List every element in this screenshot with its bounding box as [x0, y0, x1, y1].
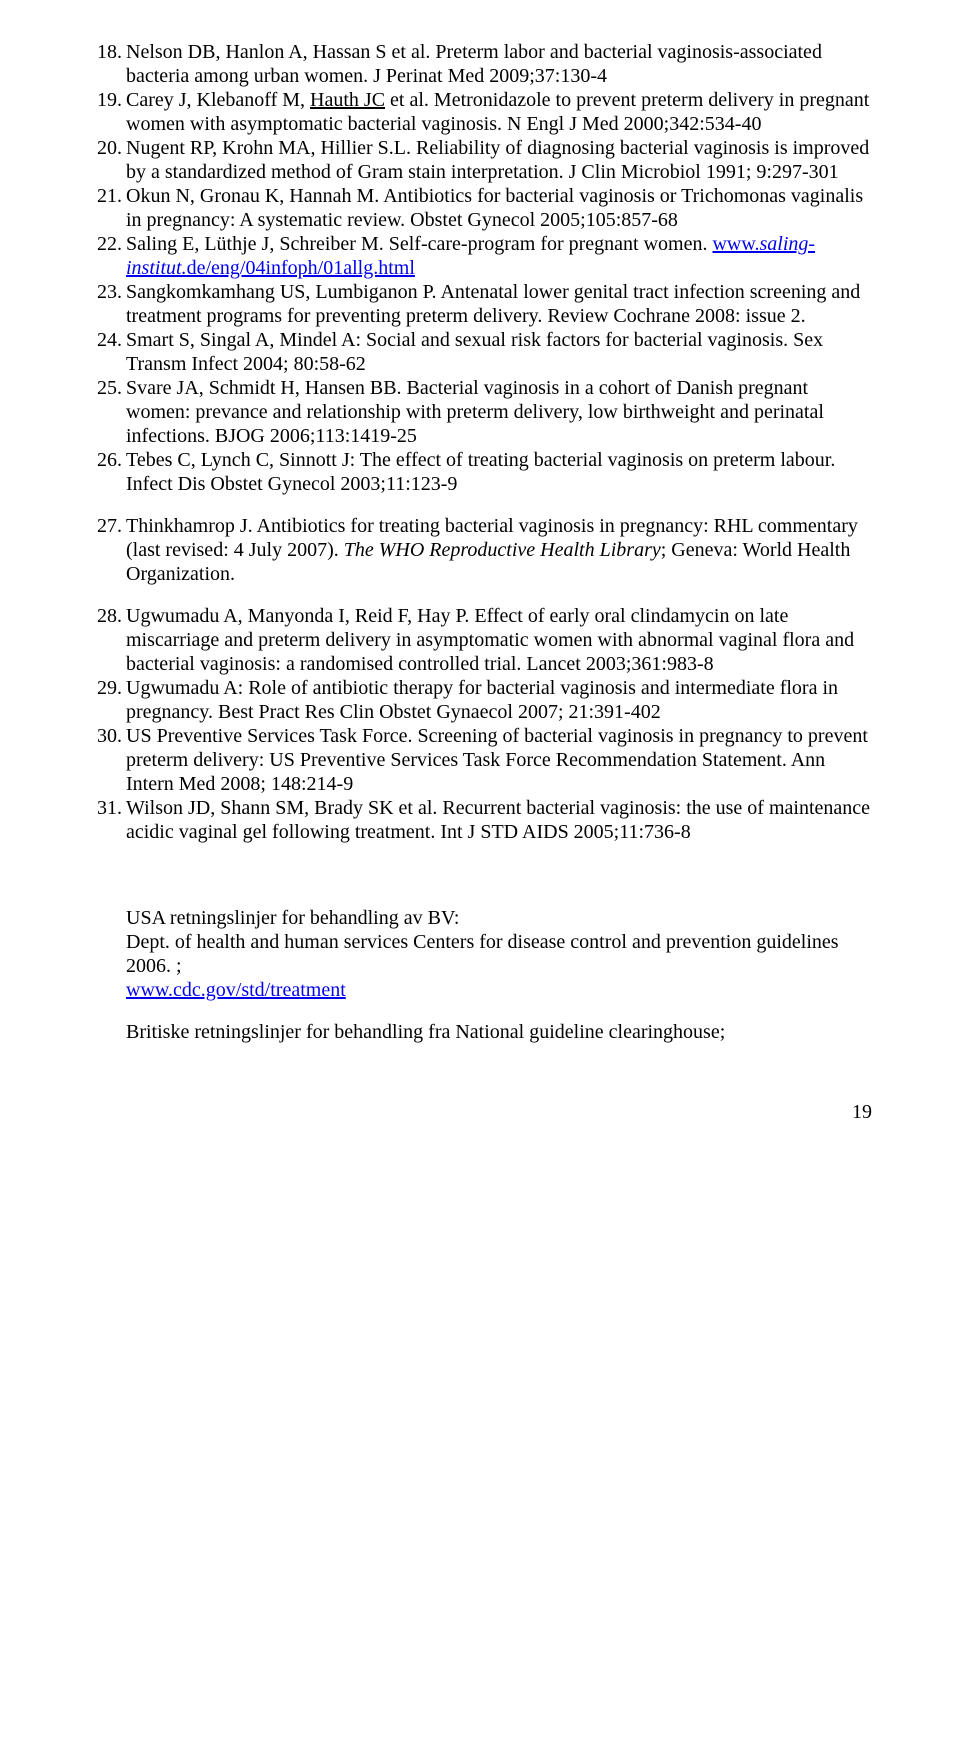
reference-item: 20. Nugent RP, Krohn MA, Hillier S.L. Re… — [88, 136, 872, 184]
reference-number: 29. — [88, 676, 126, 700]
reference-item: 19. Carey J, Klebanoff M, Hauth JC et al… — [88, 88, 872, 136]
reference-number: 28. — [88, 604, 126, 628]
cdc-link[interactable]: www.cdc.gov/std/treatment — [126, 979, 346, 1001]
reference-text: Smart S, Singal A, Mindel A: Social and … — [126, 328, 872, 376]
reference-text: Sangkomkamhang US, Lumbiganon P. Antenat… — [126, 280, 872, 328]
page-number: 19 — [88, 1100, 872, 1124]
reference-item: 31. Wilson JD, Shann SM, Brady SK et al.… — [88, 796, 872, 844]
reference-item: 26. Tebes C, Lynch C, Sinnott J: The eff… — [88, 448, 872, 496]
reference-number: 30. — [88, 724, 126, 748]
reference-text: Svare JA, Schmidt H, Hansen BB. Bacteria… — [126, 376, 872, 448]
reference-number: 23. — [88, 280, 126, 304]
reference-item: 27. Thinkhamrop J. Antibiotics for treat… — [88, 514, 872, 586]
reference-item: 28. Ugwumadu A, Manyonda I, Reid F, Hay … — [88, 604, 872, 676]
british-guidelines-text: Britiske retningslinjer for behandling f… — [126, 1020, 872, 1044]
reference-item: 30. US Preventive Services Task Force. S… — [88, 724, 872, 796]
reference-text: Nugent RP, Krohn MA, Hillier S.L. Reliab… — [126, 136, 872, 184]
reference-text: Ugwumadu A: Role of antibiotic therapy f… — [126, 676, 872, 724]
reference-text: Ugwumadu A, Manyonda I, Reid F, Hay P. E… — [126, 604, 872, 676]
reference-number: 25. — [88, 376, 126, 400]
guidelines-section: USA retningslinjer for behandling av BV:… — [126, 906, 872, 1044]
reference-item: 29. Ugwumadu A: Role of antibiotic thera… — [88, 676, 872, 724]
reference-item: 25. Svare JA, Schmidt H, Hansen BB. Bact… — [88, 376, 872, 448]
usa-guidelines-title: USA retningslinjer for behandling av BV: — [126, 906, 872, 930]
reference-number: 20. — [88, 136, 126, 160]
reference-number: 31. — [88, 796, 126, 820]
reference-number: 19. — [88, 88, 126, 112]
reference-text: Wilson JD, Shann SM, Brady SK et al. Rec… — [126, 796, 872, 844]
reference-text: Saling E, Lüthje J, Schreiber M. Self-ca… — [126, 232, 872, 280]
reference-item: 18. Nelson DB, Hanlon A, Hassan S et al.… — [88, 40, 872, 88]
reference-number: 27. — [88, 514, 126, 538]
reference-text: Carey J, Klebanoff M, Hauth JC et al. Me… — [126, 88, 872, 136]
reference-text: US Preventive Services Task Force. Scree… — [126, 724, 872, 796]
reference-number: 26. — [88, 448, 126, 472]
reference-item: 24. Smart S, Singal A, Mindel A: Social … — [88, 328, 872, 376]
reference-number: 24. — [88, 328, 126, 352]
reference-number: 18. — [88, 40, 126, 64]
reference-text: Okun N, Gronau K, Hannah M. Antibiotics … — [126, 184, 872, 232]
reference-text: Thinkhamrop J. Antibiotics for treating … — [126, 514, 872, 586]
reference-text: Nelson DB, Hanlon A, Hassan S et al. Pre… — [126, 40, 872, 88]
underlined-author: Hauth JC — [310, 89, 385, 111]
reference-text: Tebes C, Lynch C, Sinnott J: The effect … — [126, 448, 872, 496]
reference-item: 21. Okun N, Gronau K, Hannah M. Antibiot… — [88, 184, 872, 232]
reference-item: 22. Saling E, Lüthje J, Schreiber M. Sel… — [88, 232, 872, 280]
reference-number: 22. — [88, 232, 126, 256]
reference-number: 21. — [88, 184, 126, 208]
usa-guidelines-body: Dept. of health and human services Cente… — [126, 930, 872, 978]
reference-item: 23. Sangkomkamhang US, Lumbiganon P. Ant… — [88, 280, 872, 328]
document-page: 18. Nelson DB, Hanlon A, Hassan S et al.… — [0, 0, 960, 1164]
italic-title: The WHO Reproductive Health Library — [344, 539, 661, 561]
reference-list: 18. Nelson DB, Hanlon A, Hassan S et al.… — [88, 40, 872, 844]
